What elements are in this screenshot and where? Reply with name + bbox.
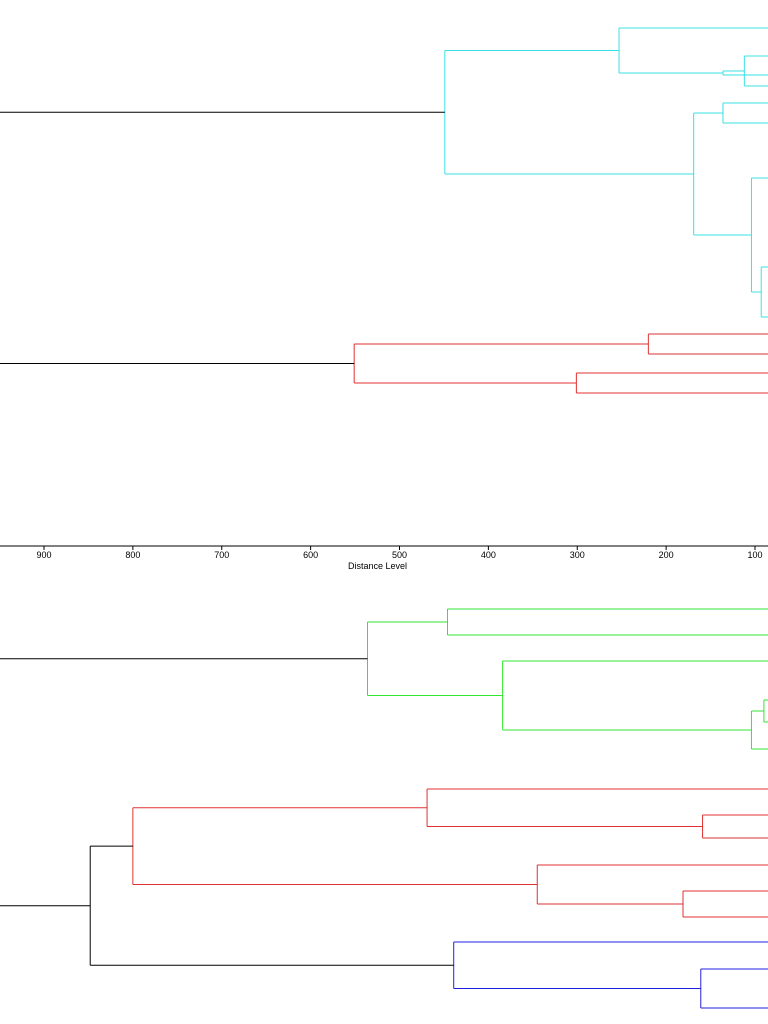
top-link-r1 (353, 343, 649, 384)
top-link-c1 (444, 50, 694, 175)
bottom-link-k1 (89, 845, 454, 966)
top-link-c6 (722, 102, 768, 124)
x-tick-label: 100 (747, 550, 762, 560)
bottom-link-g3 (502, 660, 768, 731)
x-tick-label: 400 (481, 550, 496, 560)
x-tick-label: 900 (36, 550, 51, 560)
bottom-link-g2 (446, 608, 768, 636)
bottom-link-bl1 (453, 941, 768, 989)
top-link-r3 (575, 372, 768, 394)
x-tick-label: 700 (214, 550, 229, 560)
x-tick-label: 200 (659, 550, 674, 560)
x-axis-ticks: 900 800 700 600 500 400 300 200 100 (36, 546, 763, 560)
bottom-link-r6 (536, 864, 768, 905)
bottom-link-r7 (682, 890, 768, 918)
top-link-c4 (743, 55, 768, 87)
bottom-link-r4 (426, 788, 768, 827)
bottom-link-bl2 (700, 968, 768, 1009)
x-tick-label: 600 (303, 550, 318, 560)
bottom-link-g1 (367, 621, 503, 696)
x-tick-label: 800 (125, 550, 140, 560)
x-tick-label: 500 (392, 550, 407, 560)
top-link-c7 (750, 177, 768, 293)
top-link-r2 (647, 333, 768, 355)
top-link-c5 (693, 112, 752, 236)
top-dendrogram (0, 27, 768, 394)
x-axis: 900 800 700 600 500 400 300 200 100 Distance Lev… (0, 545, 768, 571)
bottom-link-g5 (763, 699, 768, 723)
x-axis-title: Distance Level (348, 561, 407, 571)
bottom-dendrogram (0, 608, 768, 1009)
top-link-c2 (618, 27, 768, 74)
bottom-link-g4 (750, 710, 768, 750)
top-link-c3 (722, 70, 768, 76)
bottom-link-r3b (132, 807, 538, 885)
bottom-link-r5 (702, 814, 768, 839)
x-tick-label: 300 (570, 550, 585, 560)
top-link-c8 (760, 266, 768, 318)
